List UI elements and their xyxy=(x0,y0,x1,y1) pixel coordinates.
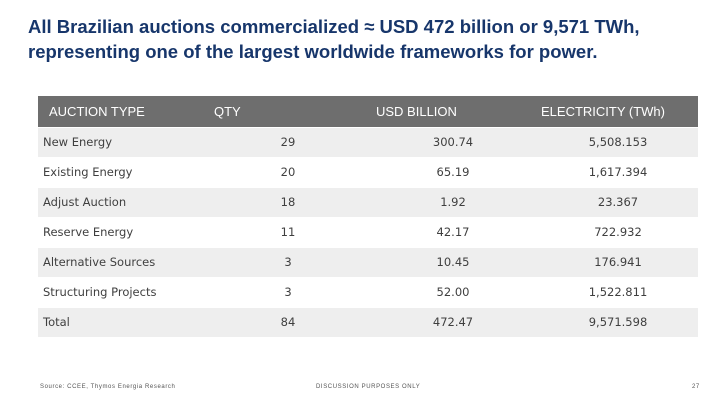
disclaimer-note: DISCUSSION PURPOSES ONLY xyxy=(316,384,421,390)
table-header-band xyxy=(38,96,698,127)
cell-qty: 20 xyxy=(280,165,296,179)
cell-electricity: 9,571.598 xyxy=(588,315,648,329)
cell-auction-type: Alternative Sources xyxy=(43,255,156,269)
cell-electricity: 5,508.153 xyxy=(588,135,648,149)
table-row: Reserve Energy 11 42.17 722.932 xyxy=(38,218,698,248)
cell-qty: 84 xyxy=(280,315,296,329)
table-row: New Energy 29 300.74 5,508.153 xyxy=(38,128,698,158)
cell-usd-billion: 65.19 xyxy=(436,165,470,179)
column-header-auction-type: AUCTION TYPE xyxy=(49,104,145,119)
page-number: 27 xyxy=(692,384,700,390)
column-header-usd-billion: USD BILLION xyxy=(376,104,457,119)
cell-auction-type: Total xyxy=(43,315,70,329)
cell-qty: 3 xyxy=(284,255,292,269)
cell-qty: 29 xyxy=(280,135,296,149)
source-note: Source: CCEE, Thymos Energia Research xyxy=(40,384,176,390)
column-header-electricity: ELECTRICITY (TWh) xyxy=(541,104,665,119)
cell-electricity: 1,522.811 xyxy=(588,285,648,299)
cell-usd-billion: 472.47 xyxy=(432,315,474,329)
cell-auction-type: Adjust Auction xyxy=(43,195,127,209)
cell-usd-billion: 300.74 xyxy=(432,135,474,149)
cell-usd-billion: 52.00 xyxy=(436,285,470,299)
cell-auction-type: Existing Energy xyxy=(43,165,133,179)
table-row: Existing Energy 20 65.19 1,617.394 xyxy=(38,158,698,188)
cell-electricity: 1,617.394 xyxy=(588,165,648,179)
cell-qty: 11 xyxy=(280,225,296,239)
table-row: Structuring Projects 3 52.00 1,522.811 xyxy=(38,278,698,308)
cell-qty: 18 xyxy=(280,195,296,209)
table-row-total: Total 84 472.47 9,571.598 xyxy=(38,308,698,338)
cell-electricity: 722.932 xyxy=(594,225,642,239)
cell-auction-type: New Energy xyxy=(43,135,112,149)
cell-electricity: 176.941 xyxy=(594,255,642,269)
table-row: Alternative Sources 3 10.45 176.941 xyxy=(38,248,698,278)
auctions-table: New Energy 29 300.74 5,508.153 Existing … xyxy=(38,128,698,338)
cell-usd-billion: 42.17 xyxy=(436,225,470,239)
cell-usd-billion: 10.45 xyxy=(436,255,470,269)
cell-usd-billion: 1.92 xyxy=(440,195,466,209)
cell-electricity: 23.367 xyxy=(597,195,639,209)
cell-auction-type: Structuring Projects xyxy=(43,285,157,299)
cell-auction-type: Reserve Energy xyxy=(43,225,134,239)
slide-title: All Brazilian auctions commercialized ≈ … xyxy=(28,16,640,62)
cell-qty: 3 xyxy=(284,285,292,299)
column-header-qty: QTY xyxy=(214,104,241,119)
table-row: Adjust Auction 18 1.92 23.367 xyxy=(38,188,698,218)
